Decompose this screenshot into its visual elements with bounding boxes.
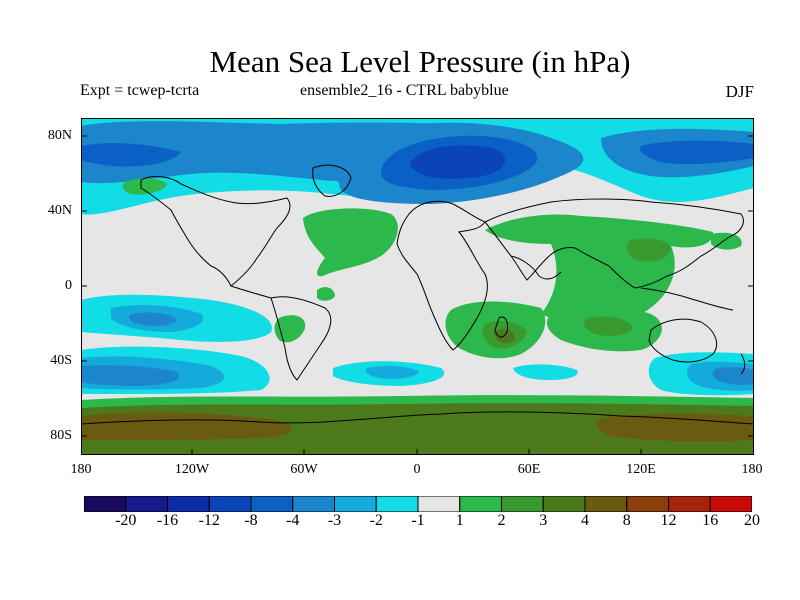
colorbar-label: -4 — [286, 512, 300, 529]
colorbar-label: -16 — [156, 512, 179, 529]
pressure-anomaly-map — [81, 118, 754, 455]
new-zealand-coast — [740, 353, 746, 375]
east-arctic-low-inner — [640, 140, 754, 165]
lon-tick-label: 180 — [70, 462, 92, 477]
colorbar-swatch — [167, 496, 210, 512]
colorbar-swatch — [709, 496, 752, 512]
colorbar-label: -20 — [115, 512, 137, 529]
colorbar-label: 20 — [744, 512, 760, 529]
south-pacific-core — [129, 312, 177, 327]
atlantic-positive — [303, 208, 398, 277]
colorbar-swatch — [668, 496, 711, 512]
southern-ocean-core-east — [712, 367, 754, 385]
colorbar-swatch — [417, 496, 461, 512]
lon-tick-label: 120W — [174, 462, 210, 477]
indonesia-coast — [640, 287, 734, 311]
asia-positive-inner — [626, 238, 671, 262]
south-america-positive — [317, 287, 335, 301]
colorbar-swatch — [334, 496, 377, 512]
colorbar-swatch — [208, 496, 252, 512]
antarctic-positive-inner — [81, 403, 754, 455]
greenland-positive — [123, 178, 167, 195]
south-america-coast — [270, 296, 332, 381]
colorbar-swatch — [375, 496, 419, 512]
indian-ocean-core — [494, 329, 516, 343]
lat-tick-label: 40N — [47, 203, 72, 218]
southern-ocean-core-west — [81, 365, 180, 386]
colorbar-label: 12 — [660, 512, 677, 529]
colorbar-label: 2 — [497, 512, 506, 529]
siberian-low-core — [410, 145, 506, 179]
colorbar-swatch — [84, 496, 127, 512]
madagascar-coast — [494, 316, 508, 338]
south-atlantic-negative-inner — [365, 365, 419, 379]
colorbar-swatch — [125, 496, 168, 512]
north-america-coast — [140, 176, 291, 287]
greenland-coast — [312, 164, 352, 197]
colorbar-swatch — [459, 496, 502, 512]
lon-tick-label: 60E — [517, 462, 541, 477]
colorbar-swatch — [584, 496, 628, 512]
map-ticks — [81, 135, 754, 455]
lat-tick-label: 80N — [47, 128, 72, 143]
coastlines — [81, 164, 754, 425]
colorbar-swatch — [292, 496, 335, 512]
pacific-arctic-low — [81, 143, 181, 167]
lon-tick-label: 120E — [626, 462, 656, 477]
lon-tick-label: 180 — [741, 462, 763, 477]
colorbar-label: -8 — [244, 512, 258, 529]
antarctic-positive-core-east — [596, 414, 754, 442]
antarctic-positive-core — [81, 412, 291, 440]
australia-positive-inner — [584, 316, 633, 336]
colorbar — [84, 496, 752, 512]
colorbar-label: 8 — [622, 512, 631, 529]
experiment-label: Expt = tcwep-tcrta — [80, 82, 200, 99]
colorbar-label: -2 — [369, 512, 383, 529]
colorbar-swatch — [250, 496, 294, 512]
lon-tick-label: 60W — [290, 462, 318, 477]
asia-coast — [484, 198, 744, 289]
colorbar-label: -3 — [327, 512, 342, 529]
colorbar-swatch — [542, 496, 586, 512]
ensemble-label: ensemble2_16 - CTRL babyblue — [300, 82, 509, 99]
antarctica-coast — [81, 411, 754, 425]
lat-tick-label: 0 — [65, 278, 72, 293]
plot-title: Mean Sea Level Pressure (in hPa) — [209, 44, 631, 79]
colorbar-label: -12 — [198, 512, 220, 529]
colorbar-label: 4 — [581, 512, 589, 529]
colorbar-label: 16 — [702, 512, 719, 529]
colorbar-swatch — [501, 496, 544, 512]
colorbar-label: 3 — [539, 512, 548, 529]
lat-tick-label: 80S — [50, 428, 72, 443]
arabia-india-coast — [510, 255, 562, 280]
australia-coast — [648, 318, 717, 363]
central-america-coast — [230, 285, 272, 299]
season-label: DJF — [725, 82, 754, 101]
colorbar-swatch — [626, 496, 669, 512]
south-indian-negative — [513, 364, 578, 380]
east-asia-positive — [711, 232, 742, 250]
lat-tick-label: 40S — [50, 353, 72, 368]
lon-tick-label: 0 — [413, 462, 421, 477]
colorbar-label: -1 — [411, 512, 425, 529]
colorbar-label: 1 — [455, 512, 464, 529]
europe-africa-coast — [396, 200, 488, 351]
